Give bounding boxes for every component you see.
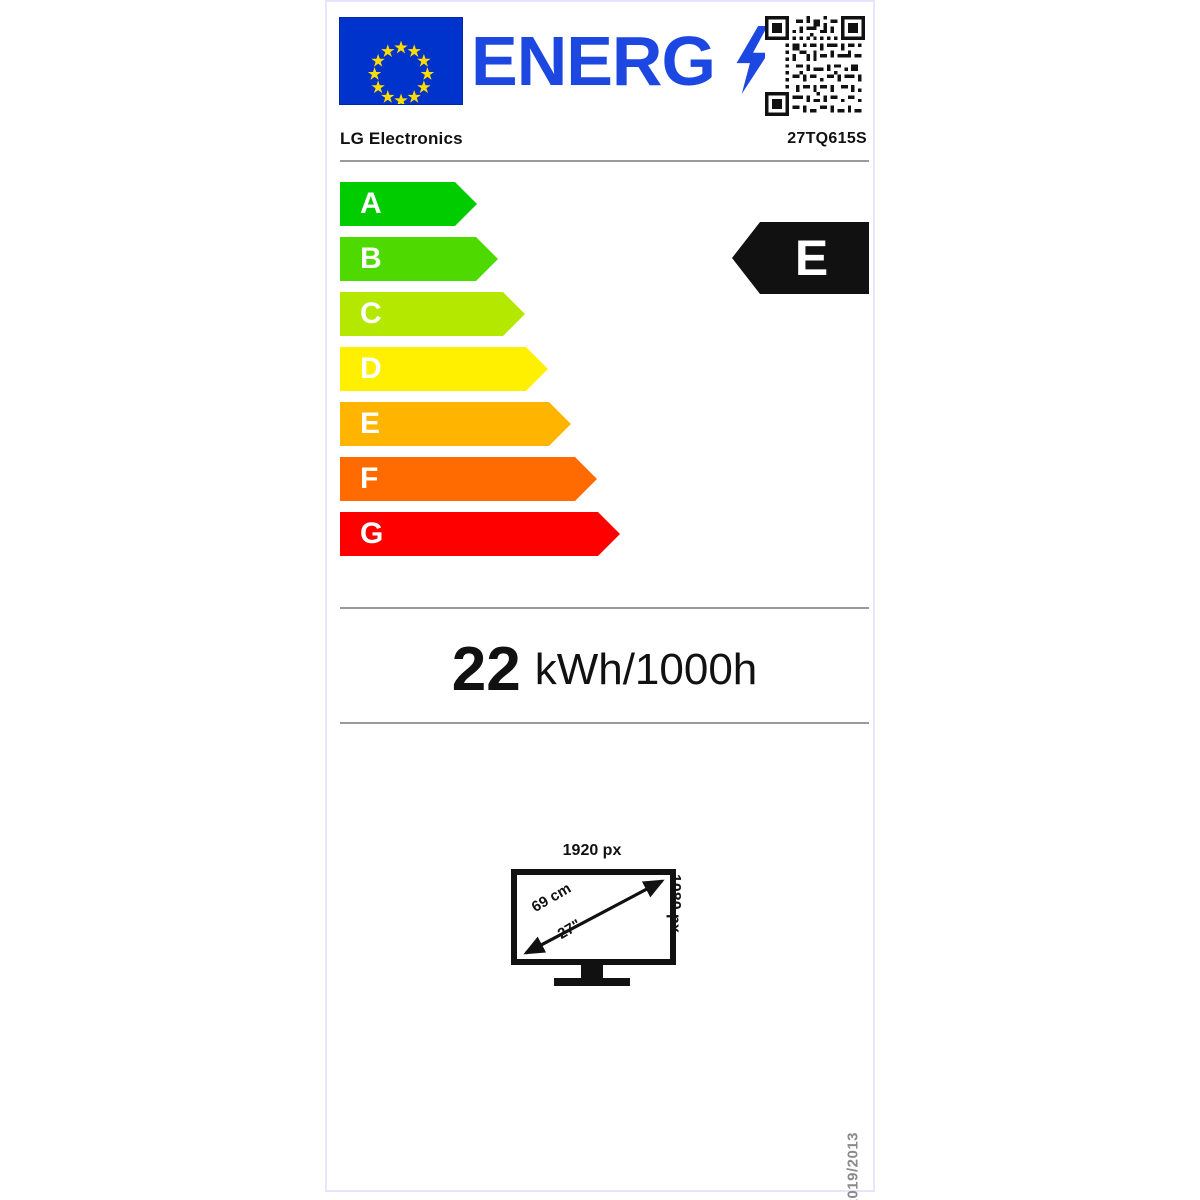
eu-flag-icon [339, 17, 463, 105]
energy-class-badge: E [732, 222, 869, 294]
energy-consumption-value: 22 [451, 635, 521, 704]
diagonal-arrow-icon [511, 869, 676, 965]
qr-code-icon[interactable] [765, 16, 865, 116]
efficiency-class-bar-label: E [360, 407, 381, 440]
energ-wordmark: ENERG [471, 16, 731, 106]
efficiency-class-bar-g: G [340, 512, 620, 556]
efficiency-class-bar-c: C [340, 292, 525, 336]
divider-under-brand [340, 160, 869, 162]
efficiency-class-bar-a: A [340, 182, 477, 226]
divider-above-consumption [340, 607, 869, 609]
screen-width-pixels-label: 1920 px [562, 842, 622, 859]
model-identifier: 27TQ615S [787, 130, 867, 147]
efficiency-class-bar-label: F [360, 462, 379, 495]
energy-consumption-block: 22 kWh/1000h [340, 622, 869, 718]
screen-height-pixels-label: 1080 px [666, 874, 683, 933]
tv-stand-neck-icon [581, 965, 603, 981]
efficiency-class-bar-e: E [340, 402, 571, 446]
efficiency-class-bar-d: D [340, 347, 548, 391]
efficiency-class-bar-label: A [360, 187, 382, 220]
energy-consumption-unit: kWh/1000h [534, 645, 758, 694]
energy-class-letter: E [794, 230, 829, 286]
efficiency-class-bar-label: G [360, 517, 384, 550]
supplier-name: LG Electronics [340, 129, 463, 148]
energy-label-card: ENERG [325, 0, 875, 1200]
efficiency-class-bar-b: B [340, 237, 498, 281]
divider-below-consumption [340, 722, 869, 724]
lightning-bolt-icon [731, 26, 773, 94]
efficiency-class-bar-label: D [360, 352, 382, 385]
energ-wordmark-text: ENERG [471, 22, 716, 100]
efficiency-class-bar-label: B [360, 242, 382, 275]
efficiency-class-bar-label: C [360, 297, 382, 330]
brand-model-row: LG Electronics 27TQ615S [340, 129, 869, 157]
tv-stand-base-icon [554, 978, 630, 986]
label-header: ENERG [339, 14, 865, 119]
efficiency-class-bar-f: F [340, 457, 597, 501]
regulation-reference: 2019/2013 [844, 1132, 861, 1200]
screen-dimensions-diagram: 1920 px 69 cm 27" [497, 842, 727, 1007]
